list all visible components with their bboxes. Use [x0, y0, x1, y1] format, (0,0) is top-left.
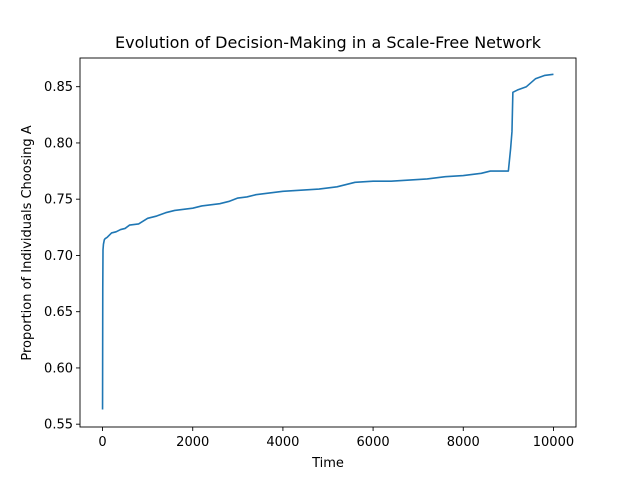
x-tick-label: 4000 — [266, 435, 299, 450]
x-tick-label: 0 — [98, 435, 106, 450]
y-tick-label: 0.85 — [44, 80, 73, 95]
plot-area — [79, 57, 577, 428]
x-tick-label: 2000 — [176, 435, 209, 450]
y-tick-label: 0.75 — [44, 193, 73, 208]
y-tick-label: 0.70 — [44, 249, 73, 264]
x-tick-label: 8000 — [447, 435, 480, 450]
y-tick-label: 0.65 — [44, 305, 73, 320]
series-line — [101, 73, 554, 410]
axes-frame — [79, 57, 577, 428]
x-tick-label: 6000 — [357, 435, 390, 450]
y-axis-ticks: 0.55 0.60 0.65 0.70 0.75 0.80 0.85 — [44, 80, 80, 433]
y-tick-label: 0.55 — [44, 418, 73, 433]
x-tick-label: 10000 — [533, 435, 574, 450]
y-tick-label: 0.80 — [44, 136, 73, 151]
x-axis-label: Time — [311, 456, 344, 471]
x-axis-ticks: 0 2000 4000 6000 8000 10000 — [98, 427, 574, 450]
chart-title: Evolution of Decision-Making in a Scale-… — [115, 33, 542, 52]
y-tick-label: 0.60 — [44, 361, 73, 376]
y-axis-label: Proportion of Individuals Choosing A — [20, 125, 35, 360]
